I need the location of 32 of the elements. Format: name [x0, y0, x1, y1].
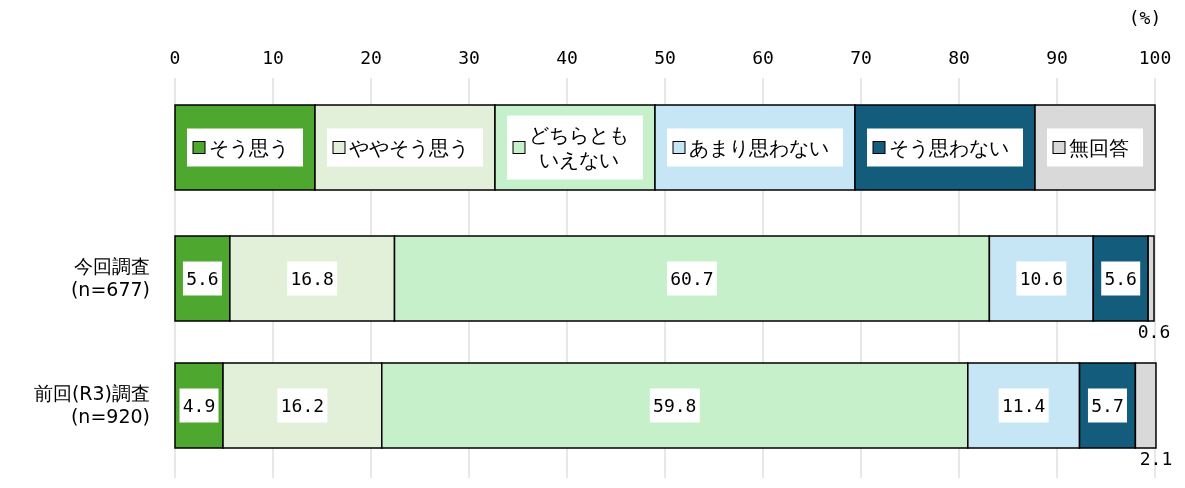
- x-tick-label: 20: [360, 47, 382, 68]
- y-tick-label: 前回(R3)調査 (n=920): [33, 381, 150, 428]
- legend-label: ややそう思う: [349, 135, 469, 160]
- data-label: 4.9: [182, 394, 216, 416]
- x-tick-label: 40: [556, 47, 578, 68]
- x-tick-label: 10: [262, 47, 284, 68]
- x-tick-label: 90: [1046, 47, 1068, 68]
- data-label: 5.6: [186, 267, 219, 289]
- y-tick-label: 今回調査 (n=677): [70, 254, 150, 301]
- legend-label: どちらともいえない: [529, 123, 629, 172]
- data-label: 60.7: [670, 267, 714, 289]
- legend-label: そう思わない: [889, 135, 1009, 160]
- data-label: 11.4: [1002, 394, 1046, 416]
- x-tick-label: 30: [458, 47, 480, 68]
- x-tick-label: 50: [654, 47, 676, 68]
- data-label: 0.6: [1137, 321, 1171, 342]
- x-tick-label: 100: [1138, 47, 1172, 68]
- data-label: 16.8: [290, 267, 334, 289]
- x-tick-label: 60: [752, 47, 774, 68]
- x-axis-title: (%): [1128, 7, 1162, 28]
- x-tick-label: 80: [948, 47, 970, 68]
- data-label: 59.8: [653, 394, 697, 416]
- data-label: 5.7: [1091, 394, 1124, 416]
- x-tick-label: 70: [850, 47, 872, 68]
- legend-label: 無回答: [1069, 135, 1129, 160]
- data-label: 16.2: [280, 394, 325, 416]
- x-tick-label: 0: [169, 47, 181, 68]
- legend-label: あまり思わない: [689, 135, 829, 160]
- data-label: 5.6: [1104, 267, 1137, 289]
- data-label: 2.1: [1139, 448, 1173, 469]
- data-label: 10.6: [1019, 267, 1063, 289]
- legend-label: そう思う: [209, 135, 289, 160]
